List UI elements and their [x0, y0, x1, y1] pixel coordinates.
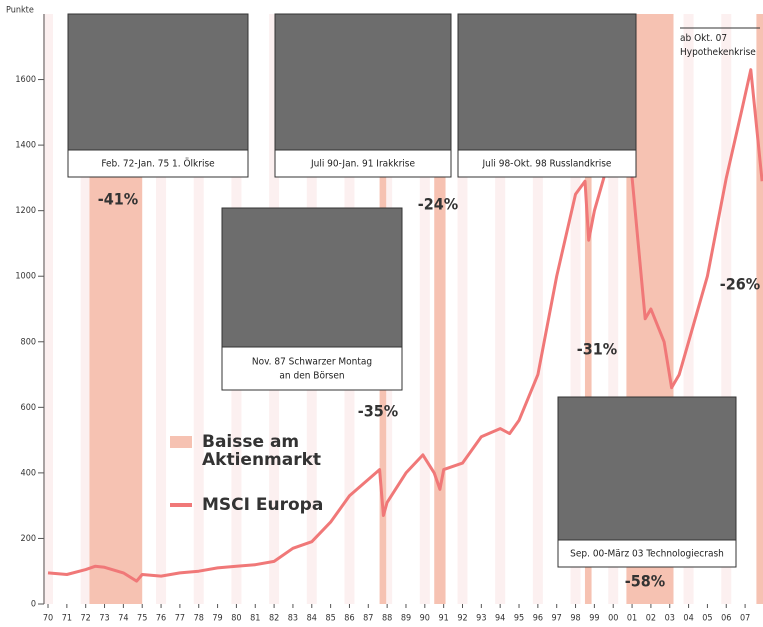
x-tick-label: 87 [363, 614, 373, 624]
band-value-label: -26% [720, 275, 760, 294]
caption: an den Börsen [279, 371, 344, 382]
x-tick-label: 99 [589, 614, 599, 624]
x-tick-label: 85 [325, 614, 335, 624]
x-tick-label: 75 [137, 614, 147, 624]
x-tick-label: 72 [81, 614, 91, 624]
x-tick-label: 82 [269, 614, 279, 624]
y-tick-label: 200 [21, 534, 36, 544]
x-tick-label: 03 [665, 614, 675, 624]
legend-line-label: MSCI Europa [202, 496, 332, 514]
x-tick-label: 95 [514, 614, 524, 624]
x-tick-label: 73 [99, 614, 109, 624]
x-tick-label: 71 [62, 614, 72, 624]
x-tick-label: 00 [608, 614, 618, 624]
x-tick-label: 88 [382, 614, 392, 624]
y-tick-label: 1200 [15, 206, 36, 216]
chart: Punkte 020040060080010001200140016007071… [0, 0, 763, 627]
x-tick-label: 77 [175, 614, 185, 624]
photo [275, 14, 451, 150]
x-tick-label: 84 [307, 614, 317, 624]
photo [458, 14, 636, 150]
caption: ab Okt. 07 [680, 33, 727, 44]
photo [558, 397, 736, 540]
y-tick-label: 1000 [15, 272, 36, 282]
band-value-label: -58% [625, 572, 665, 591]
x-tick-label: 80 [231, 614, 241, 624]
caption: Sep. 00-März 03 Technologiecrash [570, 549, 724, 560]
x-tick-label: 05 [702, 614, 712, 624]
y-axis-label: Punkte [6, 6, 34, 16]
x-tick-label: 81 [250, 614, 260, 624]
caption: Hypothekenkrise [680, 47, 756, 58]
band-value-label: -35% [358, 402, 398, 421]
x-tick-label: 07 [740, 614, 750, 624]
x-tick-label: 76 [156, 614, 166, 624]
x-tick-label: 06 [721, 614, 731, 624]
y-tick-label: 0 [31, 600, 36, 610]
y-tick-label: 600 [21, 403, 36, 413]
x-tick-label: 96 [533, 614, 543, 624]
x-tick-label: 98 [570, 614, 580, 624]
x-tick-label: 89 [401, 614, 411, 624]
caption-box [222, 347, 402, 390]
page: Punkte 020040060080010001200140016007071… [0, 0, 763, 627]
y-tick-label: 400 [21, 468, 36, 478]
x-tick-label: 86 [344, 614, 354, 624]
bear-band [756, 14, 763, 604]
x-tick-label: 93 [476, 614, 486, 624]
x-tick-label: 02 [646, 614, 656, 624]
x-tick-label: 94 [495, 614, 505, 624]
caption: Juli 90-Jan. 91 Irakkrise [310, 159, 416, 170]
x-tick-label: 79 [212, 614, 222, 624]
legend-band-swatch [170, 436, 192, 448]
x-tick-label: 90 [420, 614, 430, 624]
y-tick-label: 1400 [15, 141, 36, 151]
band-value-label: -24% [418, 195, 458, 214]
stripe [43, 14, 53, 604]
y-tick-label: 800 [21, 337, 36, 347]
caption: Juli 98-Okt. 98 Russlandkrise [482, 159, 612, 170]
legend-band-label: Baisse am Aktienmarkt [202, 433, 332, 469]
x-tick-label: 70 [43, 614, 53, 624]
caption: Nov. 87 Schwarzer Montag [252, 357, 372, 368]
x-tick-label: 74 [118, 614, 128, 624]
x-tick-label: 91 [439, 614, 449, 624]
x-tick-label: 78 [194, 614, 204, 624]
photo [68, 14, 248, 150]
y-tick-label: 1600 [15, 75, 36, 85]
x-tick-label: 04 [683, 614, 693, 624]
x-tick-label: 83 [288, 614, 298, 624]
x-tick-label: 97 [552, 614, 562, 624]
x-tick-label: 01 [627, 614, 637, 624]
band-value-label: -31% [577, 340, 617, 359]
caption: Feb. 72-Jan. 75 1. Ölkrise [101, 157, 215, 170]
band-value-label: -41% [98, 190, 138, 209]
x-tick-label: 92 [457, 614, 467, 624]
photo [222, 208, 402, 347]
